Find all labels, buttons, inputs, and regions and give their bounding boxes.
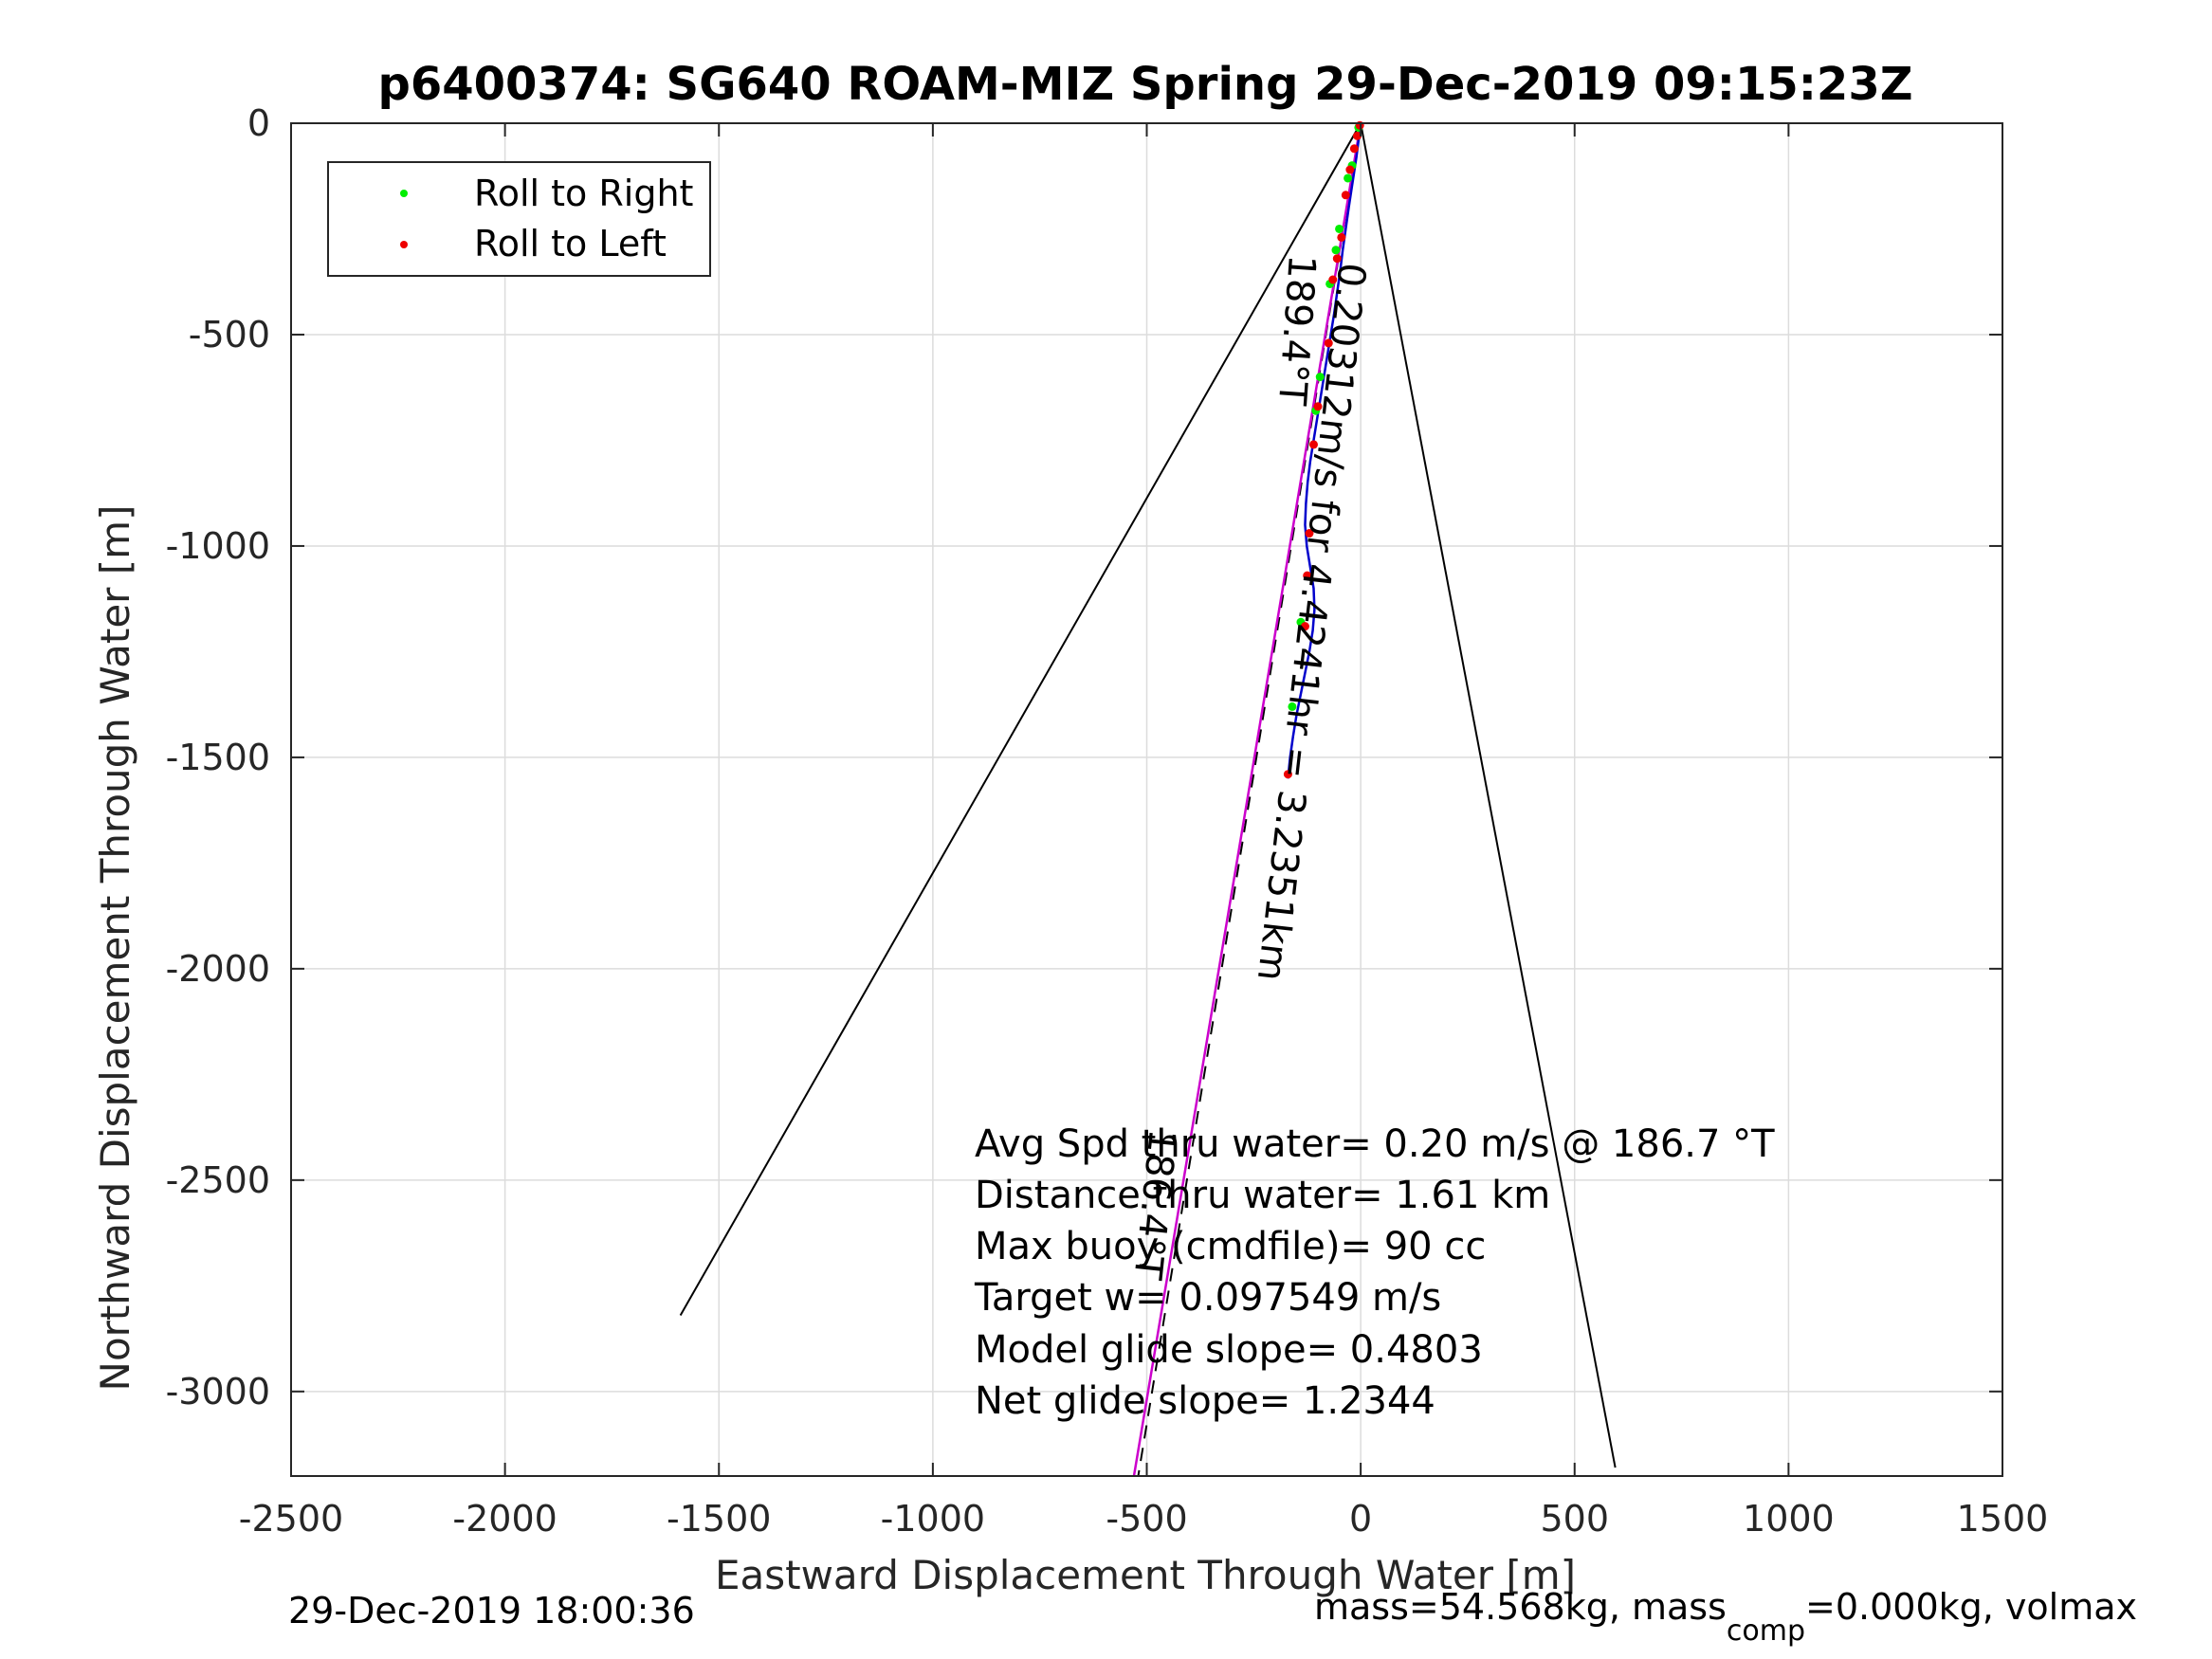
- x-tick-labels: -2500 -2000 -1500 -1000 -500 0 500 1000 1500: [239, 1498, 2049, 1540]
- axes-frame: [290, 122, 2003, 1477]
- x-tick-label-6: 500: [1540, 1498, 1609, 1540]
- roll-left-point-14: [1283, 770, 1292, 779]
- footer-mass-suffix: =0.000kg, volmax: [1805, 1586, 2137, 1628]
- legend-label-roll-right: Roll to Right: [474, 173, 693, 214]
- footer-mass-sub: comp: [1727, 1614, 1805, 1648]
- roll-left-point-7: [1328, 275, 1338, 284]
- x-tick-label-8: 1500: [1957, 1498, 2049, 1540]
- plot-data: [679, 120, 1617, 1477]
- roll-right-point-4: [1331, 246, 1341, 255]
- y-axis-label: Northward Displacement Through Water [m]: [92, 505, 138, 1392]
- info-target-w: Target w= 0.097549 m/s: [974, 1276, 1441, 1320]
- info-model-glide-slope: Model glide slope= 0.4803: [975, 1328, 1483, 1372]
- roll-left-point-3: [1345, 165, 1355, 174]
- x-axis-label: Eastward Displacement Through Water [m]: [715, 1552, 1576, 1598]
- chart-title: p6400374: SG640 ROAM-MIZ Spring 29-Dec-2…: [377, 58, 1912, 111]
- roll-left-point-4: [1341, 191, 1350, 200]
- legend: Roll to Right Roll to Left: [327, 161, 711, 277]
- roll-left-point-2: [1349, 144, 1359, 154]
- roll-left-point-13: [1300, 622, 1309, 631]
- x-tick-label-4: -500: [1106, 1498, 1187, 1540]
- y-tick-label-6: -3000: [166, 1371, 270, 1413]
- x-tick-label-0: -2500: [239, 1498, 343, 1540]
- x-tick-label-1: -2000: [452, 1498, 557, 1540]
- x-tick-label-7: 1000: [1743, 1498, 1835, 1540]
- y-tick-label-1: -500: [189, 314, 270, 356]
- roll-right-point-9: [1288, 702, 1297, 711]
- roll-right-point-2: [1344, 173, 1353, 183]
- y-tick-label-2: -1000: [166, 525, 270, 567]
- cone-line-right: [1360, 122, 1617, 1468]
- footer-mass-info: mass=54.568kg, masscomp=0.000kg, volmax: [1314, 1586, 2137, 1648]
- roll-left-point-8: [1324, 338, 1333, 348]
- legend-box: [327, 161, 711, 277]
- y-tick-label-0: 0: [247, 102, 270, 144]
- info-avg-speed: Avg Spd thru water= 0.20 m/s @ 186.7 °T: [975, 1122, 1775, 1166]
- roll-right-point-6: [1315, 373, 1325, 382]
- info-net-glide-slope: Net glide slope= 1.2344: [975, 1379, 1435, 1423]
- heading-line: [1132, 122, 1362, 1477]
- roll-right-point-3: [1335, 224, 1344, 233]
- y-tick-label-5: -2500: [166, 1159, 270, 1201]
- roll-left-point-6: [1332, 254, 1342, 264]
- roll-left-point-11: [1305, 529, 1314, 538]
- roll-left-point-10: [1308, 440, 1318, 449]
- legend-marker-roll-left: [400, 241, 408, 248]
- info-distance: Distance thru water= 1.61 km: [975, 1174, 1550, 1217]
- roll-left-point-9: [1313, 402, 1323, 411]
- cone-line-left: [679, 122, 1362, 1317]
- heading-annotation-top: 189.4°T: [1270, 253, 1324, 407]
- dive-info-block: Avg Spd thru water= 0.20 m/s @ 186.7 °T …: [974, 1122, 1775, 1423]
- x-tick-label-5: 0: [1349, 1498, 1372, 1540]
- x-tick-label-2: -1500: [667, 1498, 771, 1540]
- legend-label-roll-left: Roll to Left: [474, 223, 667, 264]
- roll-left-point-1: [1353, 131, 1362, 140]
- y-tick-label-3: -1500: [166, 737, 270, 778]
- footer-timestamp: 29-Dec-2019 18:00:36: [288, 1590, 695, 1632]
- y-tick-labels: 0 -500 -1000 -1500 -2000 -2500 -3000: [166, 102, 270, 1413]
- y-tick-label-4: -2000: [166, 948, 270, 990]
- roll-left-point-5: [1337, 232, 1346, 242]
- info-max-buoy: Max buoy (cmdfile)= 90 cc: [975, 1225, 1486, 1268]
- legend-marker-roll-right: [400, 190, 408, 197]
- footer-mass-prefix: mass=54.568kg, mass: [1314, 1586, 1727, 1628]
- x-tick-label-3: -1000: [881, 1498, 985, 1540]
- roll-left-point-12: [1303, 571, 1312, 580]
